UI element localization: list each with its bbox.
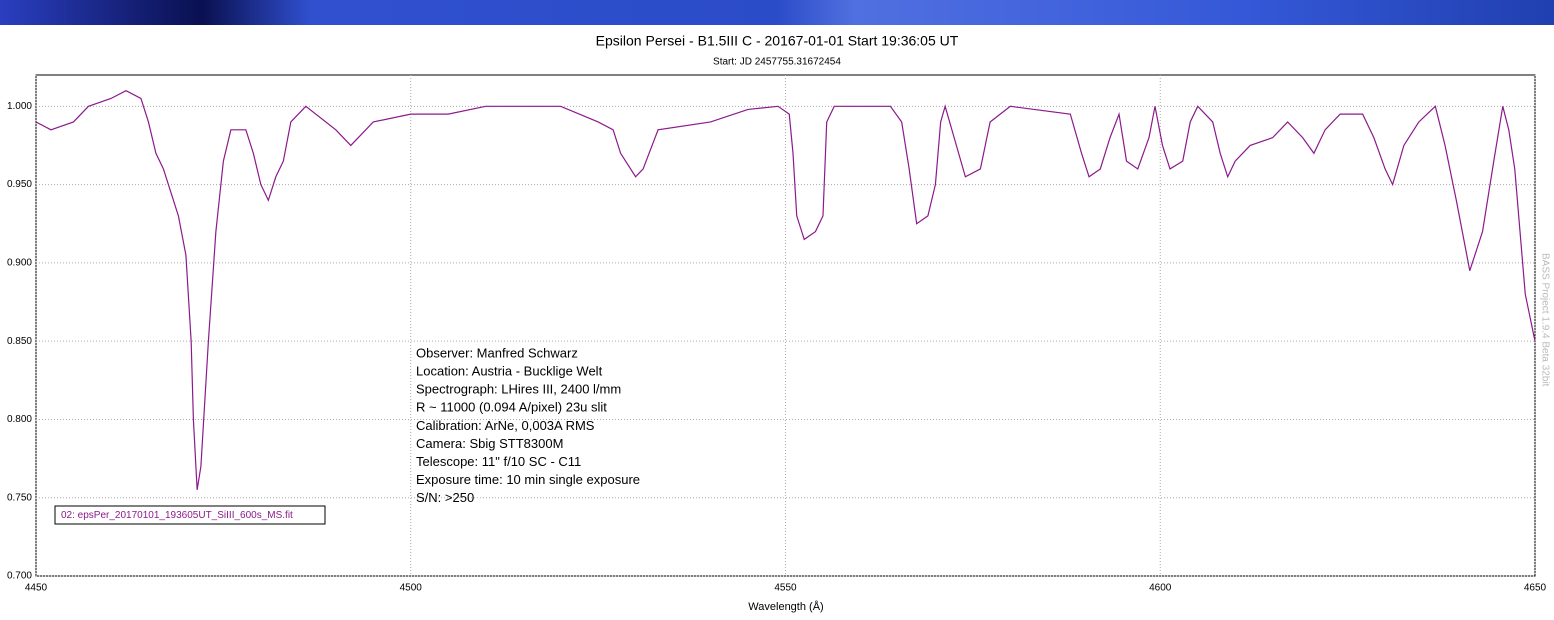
y-tick-label: 0.850	[7, 336, 32, 347]
annotation-line: Spectrograph: LHires III, 2400 l/mm	[416, 382, 621, 397]
y-tick-label: 0.950	[7, 179, 32, 190]
chart-title: Epsilon Persei - B1.5III C - 20167-01-01…	[596, 33, 959, 49]
annotation-line: Telescope: 11" f/10 SC - C11	[416, 454, 581, 469]
spectrum-line	[35, 89, 1536, 490]
y-tick-label: 0.800	[7, 414, 32, 425]
y-tick-label: 1.000	[7, 101, 32, 112]
annotation-line: Camera: Sbig STT8300M	[416, 436, 563, 451]
x-axis-label: Wavelength (Å)	[748, 600, 823, 613]
legend-entry: 02: epsPer_20170101_193605UT_SiIII_600s_…	[61, 510, 293, 521]
x-tick-label: 4450	[25, 583, 48, 594]
x-tick-label: 4550	[774, 583, 797, 594]
y-tick-label: 0.700	[7, 571, 32, 582]
legend-box	[54, 505, 326, 525]
annotation-line: Observer: Manfred Schwarz	[416, 345, 578, 360]
annotation-line: Calibration: ArNe, 0,003A RMS	[416, 418, 595, 433]
annotation-line: Location: Austria - Bucklige Welt	[416, 364, 603, 379]
annotation-line: S/N: >250	[416, 490, 474, 505]
x-tick-label: 4600	[1149, 583, 1172, 594]
y-tick-label: 0.900	[7, 258, 32, 269]
side-text: BASS Project 1.9.4 Beta 32bit	[1539, 253, 1550, 387]
annotation-line: R ~ 11000 (0.094 A/pixel) 23u slit	[416, 400, 607, 415]
chart-subtitle: Start: JD 2457755.31672454	[713, 57, 841, 68]
spectrum-band	[0, 0, 1554, 25]
y-tick-label: 0.750	[7, 492, 32, 503]
x-tick-label: 4500	[400, 583, 423, 594]
annotation-line: Exposure time: 10 min single exposure	[416, 472, 640, 487]
x-tick-label: 4650	[1524, 583, 1547, 594]
